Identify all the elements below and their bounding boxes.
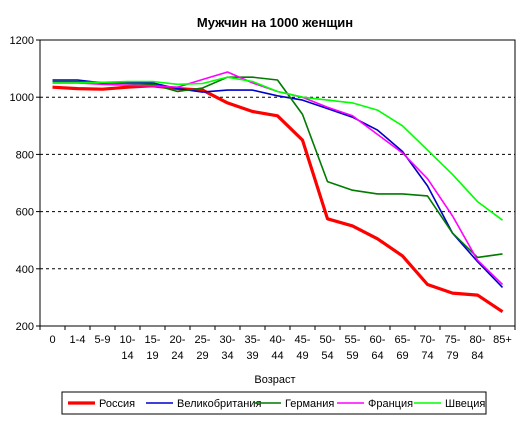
x-tick-label: 14 xyxy=(121,350,133,362)
x-tick-label: 25- xyxy=(195,334,211,346)
plot-frame xyxy=(39,39,516,327)
x-axis-label: Возраст xyxy=(254,374,295,386)
series-line xyxy=(52,76,503,221)
x-tick-label: 75- xyxy=(445,334,461,346)
x-tick-label: 50- xyxy=(320,334,336,346)
x-tick-label: 24 xyxy=(171,350,183,362)
x-tick-label: 69 xyxy=(396,350,408,362)
y-tick-label: 1200 xyxy=(10,35,34,47)
x-tick-label: 60- xyxy=(370,334,386,346)
y-tick-label: 800 xyxy=(16,149,34,161)
x-tick-label: 5-9 xyxy=(95,334,111,346)
x-tick-label: 39 xyxy=(246,350,258,362)
x-tick-label: 30- xyxy=(220,334,236,346)
x-tick-label: 20- xyxy=(170,334,186,346)
y-axis-ticks: 200 400 600 800 1000 1200 xyxy=(10,35,40,333)
x-axis-ticks: 0 1-4 5-9 10- 14 15- 19 20- 24 25- 29 30- 34 35- 39 40-… xyxy=(39,326,516,362)
x-tick-label: 19 xyxy=(146,350,158,362)
series-line xyxy=(52,79,504,288)
x-tick-label: 84 xyxy=(471,350,483,362)
x-tick-label: 55- xyxy=(345,334,361,346)
x-tick-label: 34 xyxy=(221,350,233,362)
x-tick-label: 0 xyxy=(49,334,55,346)
x-tick-label: 54 xyxy=(321,350,333,362)
legend: Россия Великобритания Германия Франция Швеци… xyxy=(68,398,485,410)
series-lines xyxy=(52,71,504,314)
x-tick-label: 29 xyxy=(196,350,208,362)
x-tick-label: 85+ xyxy=(493,334,512,346)
grid xyxy=(40,96,515,270)
y-tick-label: 200 xyxy=(16,321,34,333)
x-tick-label: 74 xyxy=(421,350,433,362)
x-tick-label: 45- xyxy=(295,334,311,346)
x-tick-label: 49 xyxy=(296,350,308,362)
legend-label: Германия xyxy=(285,398,334,410)
series-line xyxy=(52,76,503,259)
x-tick-label: 79 xyxy=(446,350,458,362)
legend-label: Россия xyxy=(99,398,135,410)
x-tick-label: 65- xyxy=(395,334,411,346)
series-line xyxy=(52,84,504,314)
x-tick-label: 15- xyxy=(145,334,161,346)
x-tick-label: 80- xyxy=(470,334,486,346)
chart-title: Мужчин на 1000 женщин xyxy=(197,15,353,30)
x-tick-label: 1-4 xyxy=(70,334,86,346)
y-tick-label: 400 xyxy=(16,264,34,276)
x-tick-label: 44 xyxy=(271,350,283,362)
series-line xyxy=(52,71,504,286)
legend-label: Швеция xyxy=(445,398,485,410)
x-tick-label: 35- xyxy=(245,334,261,346)
x-tick-label: 10- xyxy=(120,334,136,346)
x-tick-label: 64 xyxy=(371,350,383,362)
y-tick-label: 1000 xyxy=(10,92,34,104)
legend-label: Великобритания xyxy=(177,398,262,410)
legend-label: Франция xyxy=(368,398,413,410)
y-tick-label: 600 xyxy=(16,207,34,219)
x-tick-label: 70- xyxy=(420,334,436,346)
x-tick-label: 59 xyxy=(346,350,358,362)
x-tick-label: 40- xyxy=(270,334,286,346)
